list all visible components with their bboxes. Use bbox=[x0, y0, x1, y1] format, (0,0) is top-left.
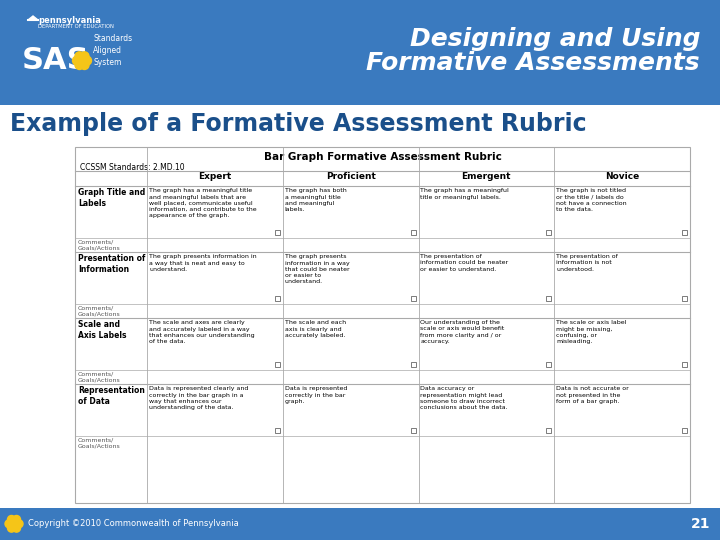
Circle shape bbox=[73, 56, 81, 65]
Text: The scale or axis label
might be missing,
confusing, or
misleading.: The scale or axis label might be missing… bbox=[557, 320, 626, 344]
Text: DEPARTMENT OF EDUCATION: DEPARTMENT OF EDUCATION bbox=[38, 24, 114, 29]
Text: Data is not accurate or
not presented in the
form of a bar graph.: Data is not accurate or not presented in… bbox=[557, 386, 629, 404]
Bar bbox=[75, 147, 690, 503]
Polygon shape bbox=[28, 16, 38, 20]
Text: SAS: SAS bbox=[22, 46, 89, 75]
Circle shape bbox=[7, 524, 16, 532]
Bar bbox=[682, 296, 687, 301]
Text: Graph Title and
Labels: Graph Title and Labels bbox=[78, 188, 145, 208]
Text: The scale and axes are clearly
and accurately labeled in a way
that enhances our: The scale and axes are clearly and accur… bbox=[149, 320, 255, 344]
Bar bbox=[410, 296, 415, 301]
Text: The graph presents
information in a way
that could be neater
or easier to
unders: The graph presents information in a way … bbox=[284, 254, 349, 284]
Text: Comments/
Goals/Actions: Comments/ Goals/Actions bbox=[78, 305, 121, 316]
Text: Standards
Aligned
System: Standards Aligned System bbox=[93, 35, 132, 67]
Circle shape bbox=[80, 52, 89, 61]
Text: Comments/
Goals/Actions: Comments/ Goals/Actions bbox=[78, 437, 121, 448]
Bar bbox=[275, 428, 280, 433]
Text: Data accuracy or
representation might lead
someone to draw incorrect
conclusions: Data accuracy or representation might le… bbox=[420, 386, 508, 410]
Circle shape bbox=[83, 56, 91, 65]
Bar bbox=[0, 0, 720, 105]
Bar bbox=[682, 362, 687, 367]
Text: Comments/
Goals/Actions: Comments/ Goals/Actions bbox=[78, 372, 121, 382]
Bar bbox=[546, 362, 552, 367]
Circle shape bbox=[5, 520, 13, 528]
Text: 21: 21 bbox=[690, 517, 710, 531]
Text: Expert: Expert bbox=[198, 172, 232, 181]
Circle shape bbox=[10, 520, 18, 528]
Text: The graph has a meaningful title
and meaningful labels that are
well placed, com: The graph has a meaningful title and mea… bbox=[149, 188, 256, 218]
Bar bbox=[275, 296, 280, 301]
Text: The graph has both
a meaningful title
and meaningful
labels.: The graph has both a meaningful title an… bbox=[284, 188, 346, 212]
Text: The scale and each
axis is clearly and
accurately labeled.: The scale and each axis is clearly and a… bbox=[284, 320, 346, 338]
Bar bbox=[546, 230, 552, 235]
Bar bbox=[682, 428, 687, 433]
Text: Data is represented
correctly in the bar
graph.: Data is represented correctly in the bar… bbox=[284, 386, 347, 404]
Bar bbox=[682, 230, 687, 235]
Text: Copyright ©2010 Commonwealth of Pennsylvania: Copyright ©2010 Commonwealth of Pennsylv… bbox=[28, 519, 239, 528]
Text: Novice: Novice bbox=[605, 172, 639, 181]
Circle shape bbox=[12, 516, 20, 523]
Circle shape bbox=[75, 60, 84, 70]
Bar bbox=[546, 428, 552, 433]
Text: Presentation of
Information: Presentation of Information bbox=[78, 254, 145, 274]
Text: Data is represented clearly and
correctly in the bar graph in a
way that enhance: Data is represented clearly and correctl… bbox=[149, 386, 248, 410]
Text: Comments/
Goals/Actions: Comments/ Goals/Actions bbox=[78, 239, 121, 250]
Circle shape bbox=[12, 524, 20, 532]
Bar bbox=[0, 508, 720, 540]
Text: pennsylvania: pennsylvania bbox=[38, 16, 101, 25]
Text: CCSSM Standards: 2.MD.10: CCSSM Standards: 2.MD.10 bbox=[80, 163, 184, 172]
Text: Emergent: Emergent bbox=[462, 172, 511, 181]
Text: Formative Assessments: Formative Assessments bbox=[366, 51, 700, 75]
Bar bbox=[275, 230, 280, 235]
Text: The graph has a meaningful
title or meaningful labels.: The graph has a meaningful title or mean… bbox=[420, 188, 509, 199]
Bar bbox=[275, 362, 280, 367]
Circle shape bbox=[15, 520, 23, 528]
Bar bbox=[546, 296, 552, 301]
Circle shape bbox=[78, 56, 86, 65]
Text: The graph presents information in
a way that is neat and easy to
understand.: The graph presents information in a way … bbox=[149, 254, 256, 272]
Text: Our understanding of the
scale or axis would benefit
from more clarity and / or
: Our understanding of the scale or axis w… bbox=[420, 320, 505, 344]
Text: Example of a Formative Assessment Rubric: Example of a Formative Assessment Rubric bbox=[10, 112, 587, 136]
Bar bbox=[410, 362, 415, 367]
Circle shape bbox=[7, 516, 16, 523]
Text: Scale and
Axis Labels: Scale and Axis Labels bbox=[78, 320, 127, 340]
Text: The presentation of
information could be neater
or easier to understand.: The presentation of information could be… bbox=[420, 254, 508, 272]
Bar bbox=[410, 230, 415, 235]
Circle shape bbox=[80, 60, 89, 70]
Text: Representation
of Data: Representation of Data bbox=[78, 386, 145, 406]
Text: The graph is not titled
or the title / labels do
not have a connection
to the da: The graph is not titled or the title / l… bbox=[557, 188, 627, 212]
Circle shape bbox=[75, 52, 84, 61]
Bar bbox=[410, 428, 415, 433]
Text: Bar Graph Formative Assessment Rubric: Bar Graph Formative Assessment Rubric bbox=[264, 152, 501, 163]
Text: Proficient: Proficient bbox=[325, 172, 376, 181]
Text: The presentation of
information is not
understood.: The presentation of information is not u… bbox=[557, 254, 618, 272]
Text: Designing and Using: Designing and Using bbox=[410, 26, 700, 51]
